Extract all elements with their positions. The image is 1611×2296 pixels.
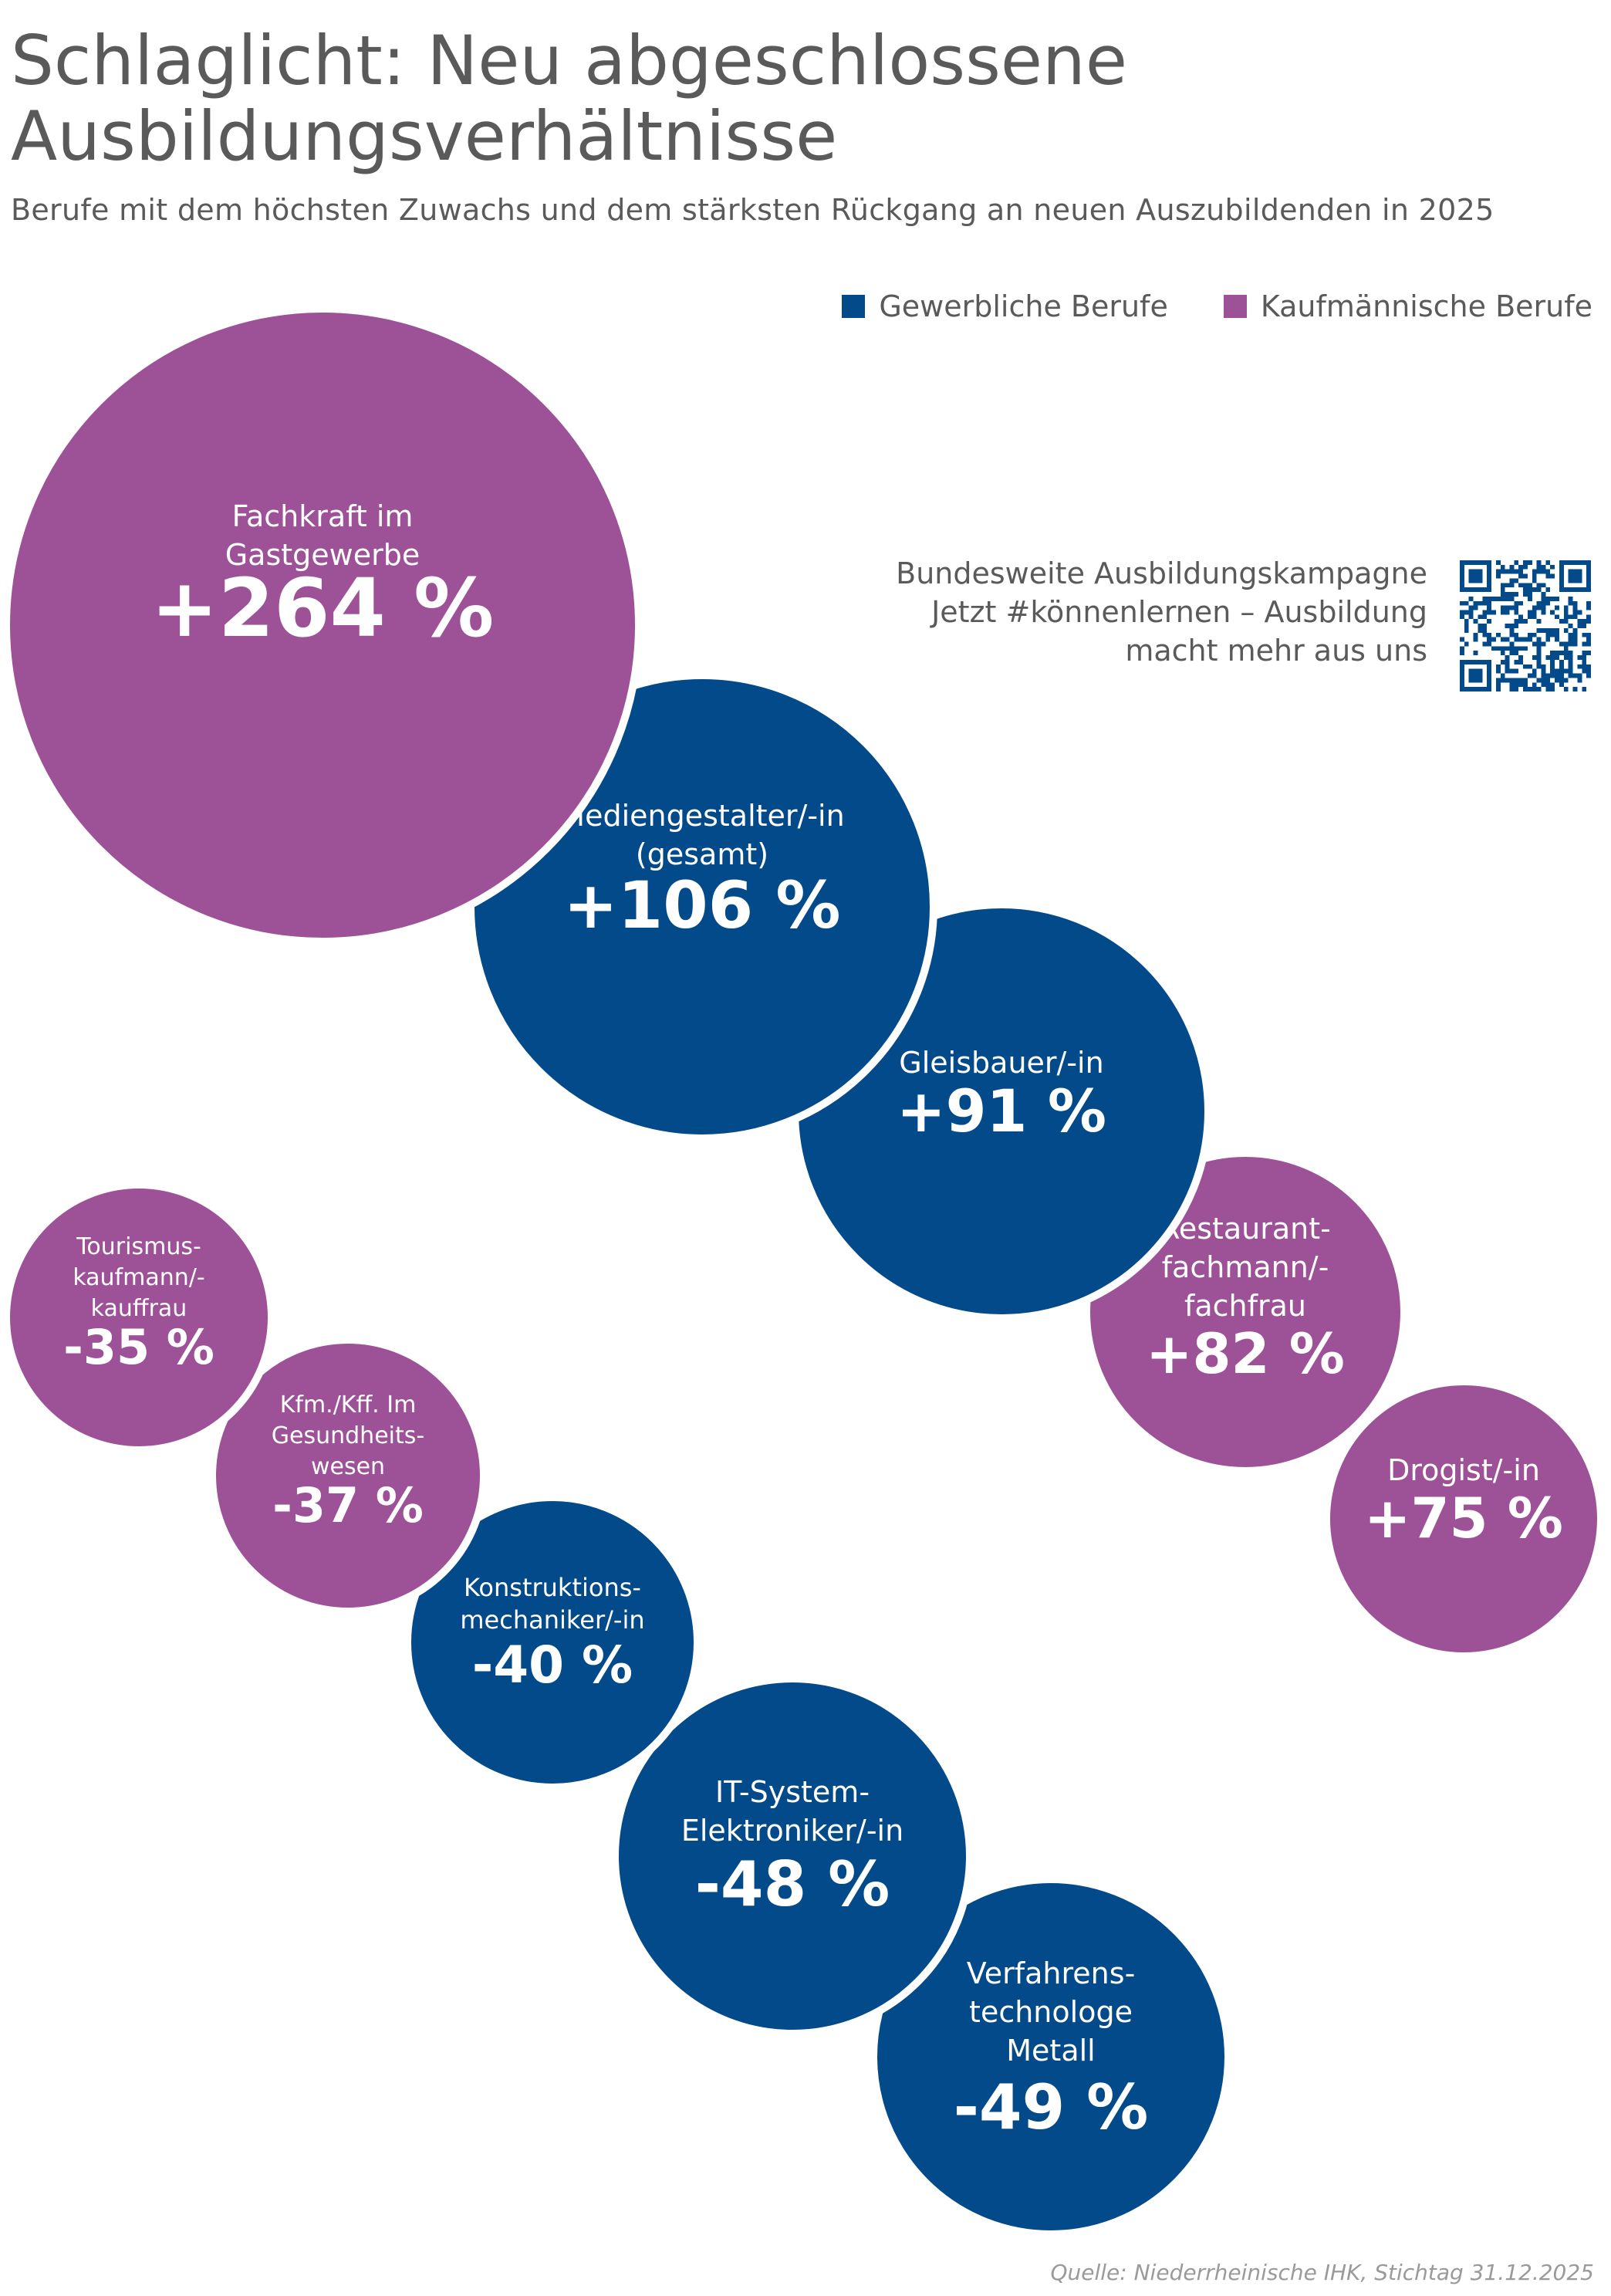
legend-item-kaufmaennisch: Kaufmännische Berufe: [1223, 287, 1592, 326]
bubble-label: Mediengestalter/-in: [559, 799, 844, 833]
bubble-circle: [1322, 1378, 1605, 1660]
bubble-label: IT-System-: [715, 1775, 870, 1809]
bubble-label: (gesamt): [636, 837, 768, 871]
bubble-value: -40 %: [472, 1635, 633, 1695]
bubble-8: IT-System- Elektroniker/-in-48 %: [611, 1675, 974, 2037]
legend-swatch-kaufmaennisch: [1223, 295, 1247, 318]
bubble-0: Fachkraft im Gastgewerbe+264 %: [2, 305, 643, 945]
title-line-1: Schlaglicht: Neu abgeschlossene: [11, 21, 1127, 100]
bubble-circle: [870, 1875, 1232, 2238]
bubble-label: Konstruktions-: [464, 1573, 641, 1602]
bubble-9: Verfahrens-technologe Metall-49 %: [870, 1875, 1232, 2238]
bubble-label: Drogist/-in: [1387, 1453, 1540, 1487]
bubble-4: Drogist/-in+75 %: [1322, 1378, 1605, 1660]
bubble-label: Gleisbauer/-in: [899, 1046, 1103, 1080]
source-note: Quelle: Niederrheinische IHK, Stichtag 3…: [1050, 2260, 1594, 2285]
bubble-label: mechaniker/-in: [460, 1605, 644, 1635]
bubble-value: +264 %: [151, 561, 495, 655]
campaign-text: Bundesweite Ausbildungskampagne Jetzt #k…: [802, 554, 1427, 670]
bubble-label: Elektroniker/-in: [681, 1814, 903, 1848]
bubble-label: Metall: [1006, 2034, 1095, 2068]
bubble-label: Fachkraft im: [232, 499, 414, 533]
bubble-label: Tourismus-: [76, 1233, 201, 1260]
legend-label-gewerblich: Gewerbliche Berufe: [879, 289, 1168, 323]
bubble-label: kaufmann/-: [73, 1264, 204, 1291]
bubble-label: fachfrau: [1184, 1289, 1306, 1323]
legend-swatch-gewerblich: [842, 295, 866, 318]
bubble-value: -37 %: [272, 1477, 424, 1533]
bubble-value: +91 %: [897, 1077, 1106, 1145]
qr-code-icon[interactable]: [1460, 560, 1591, 692]
legend: Gewerbliche Berufe Kaufmännische Berufe: [842, 287, 1592, 326]
bubble-value: -35 %: [63, 1319, 214, 1375]
bubble-value: -48 %: [695, 1848, 890, 1920]
bubble-label: technologe: [969, 1995, 1133, 2029]
subtitle: Berufe mit dem höchsten Zuwachs und dem …: [11, 193, 1494, 227]
bubble-value: +106 %: [563, 867, 840, 943]
bubble-value: -49 %: [954, 2071, 1149, 2143]
campaign-line-2: Jetzt #könnenlernen – Ausbildung: [931, 595, 1427, 629]
bubble-label: Restaurant-: [1160, 1212, 1331, 1246]
bubble-7: Konstruktions-mechaniker/-in-40 %: [404, 1493, 701, 1791]
bubble-label: kauffrau: [91, 1295, 187, 1322]
bubble-circle: [611, 1675, 974, 2037]
legend-item-gewerblich: Gewerbliche Berufe: [842, 287, 1168, 326]
bubble-5: Tourismus-kaufmann/- kauffrau-35 %: [2, 1181, 275, 1454]
bubble-label: Verfahrens-: [967, 1956, 1136, 1990]
bubble-label: Gastgewerbe: [225, 538, 420, 572]
title-line-2: Ausbildungsverhältnisse: [11, 96, 838, 176]
bubble-circle: [404, 1493, 701, 1791]
bubble-value: +75 %: [1364, 1486, 1563, 1550]
bubble-circle: [2, 305, 643, 945]
bubble-3: Restaurant-fachmann/- fachfrau+82 %: [1082, 1149, 1408, 1475]
bubble-circle: [208, 1336, 488, 1615]
campaign-line-1: Bundesweite Ausbildungskampagne: [896, 556, 1427, 590]
bubble-label: Kfm./Kff. Im: [280, 1391, 417, 1419]
bubble-value: +82 %: [1146, 1321, 1345, 1386]
bubble-6: Kfm./Kff. Im Gesundheits-wesen-37 %: [208, 1336, 488, 1615]
bubble-label: Gesundheits-: [272, 1422, 424, 1449]
legend-label-kaufmaennisch: Kaufmännische Berufe: [1260, 289, 1592, 323]
campaign-line-3: macht mehr aus uns: [1125, 634, 1427, 668]
bubble-label: fachmann/-: [1162, 1250, 1329, 1284]
bubble-label: wesen: [311, 1453, 385, 1480]
page-title: Schlaglicht: Neu abgeschlossene Ausbildu…: [11, 23, 1400, 174]
bubble-circle: [2, 1181, 275, 1454]
